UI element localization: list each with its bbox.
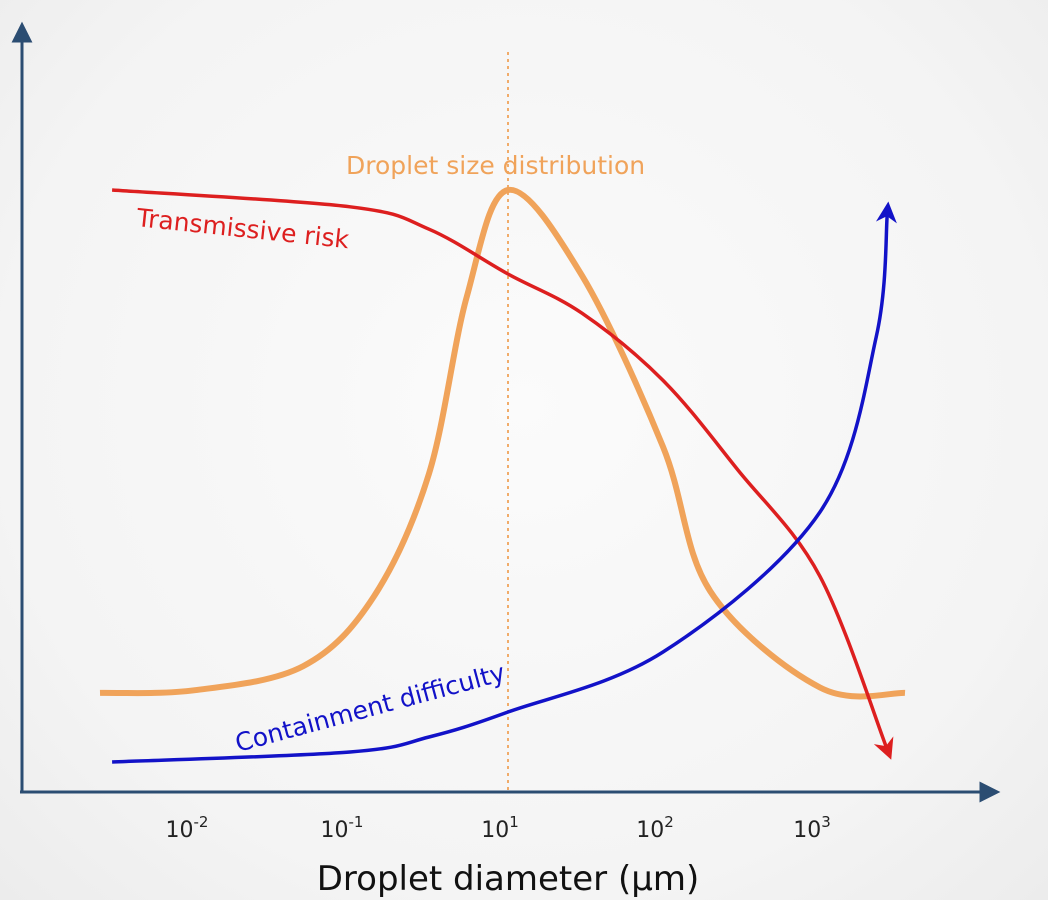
x-tick-label: 102 <box>636 813 674 843</box>
x-tick-labels: 10-2 10-1 101 102 103 <box>166 813 831 843</box>
distribution-curve <box>99 186 906 700</box>
x-tick-label: 103 <box>793 813 831 843</box>
distribution-label: Droplet size distribution <box>346 151 645 180</box>
transmissive-risk-curve <box>111 188 894 760</box>
x-tick-label: 101 <box>481 813 519 843</box>
x-tick-label: 10-2 <box>166 813 209 843</box>
containment-label: Containment difficulty <box>232 658 508 758</box>
x-tick-label: 10-1 <box>321 813 364 843</box>
x-axis-label: Droplet diameter (μm) <box>317 859 700 899</box>
risk-label: Transmissive risk <box>134 203 351 254</box>
containment-difficulty-curve <box>112 201 897 764</box>
